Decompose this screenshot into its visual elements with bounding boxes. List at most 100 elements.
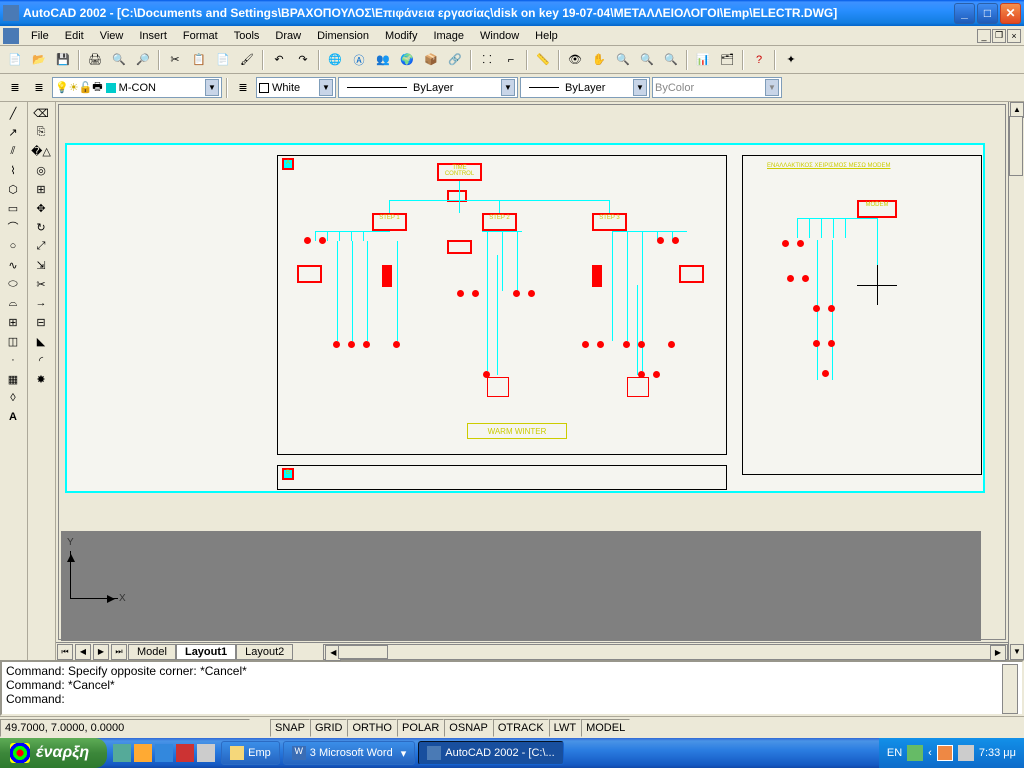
lineweight-combo[interactable]: ByLayer ▼ (520, 77, 650, 98)
menu-edit[interactable]: Edit (57, 28, 92, 44)
tray-icon-1[interactable] (907, 745, 923, 761)
status-grid[interactable]: GRID (310, 719, 348, 737)
text-button[interactable]: A (2, 408, 24, 426)
fillet-button[interactable]: ◜ (30, 351, 52, 369)
task-autocad[interactable]: AutoCAD 2002 - [C:\... (418, 741, 563, 765)
start-button[interactable]: έναρξη (0, 738, 107, 768)
open-button[interactable]: 📂 (28, 49, 50, 71)
break-button[interactable]: ⊟ (30, 313, 52, 331)
offset-button[interactable]: ◎ (30, 161, 52, 179)
props-button[interactable]: 📊 (692, 49, 714, 71)
ql-ie-icon[interactable] (155, 744, 173, 762)
status-osnap[interactable]: OSNAP (444, 719, 493, 737)
new-button[interactable]: 📄 (4, 49, 26, 71)
layer-combo[interactable]: 💡☀🔓🖶 M-CON ▼ (52, 77, 222, 98)
status-snap[interactable]: SNAP (270, 719, 310, 737)
line-button[interactable]: ╱ (2, 104, 24, 122)
match-button[interactable]: 🖌 (236, 49, 258, 71)
ql-icon-4[interactable] (176, 744, 194, 762)
arc-button[interactable]: ⌒ (2, 218, 24, 236)
menu-help[interactable]: Help (527, 28, 566, 44)
tab-prev-button[interactable]: ◀ (75, 644, 91, 660)
save-button[interactable]: 💾 (52, 49, 74, 71)
ql-icon-1[interactable] (113, 744, 131, 762)
zoom-win-button[interactable]: 🔍 (636, 49, 658, 71)
undo-button[interactable]: ↶ (268, 49, 290, 71)
ql-icon-5[interactable] (197, 744, 215, 762)
tab-next-button[interactable]: ▶ (93, 644, 109, 660)
rotate-button[interactable]: ↻ (30, 218, 52, 236)
point-button[interactable]: · (2, 351, 24, 369)
polygon-button[interactable]: ⬡ (2, 180, 24, 198)
make-current-button[interactable]: ≣ (232, 77, 254, 99)
command-line[interactable]: Command: Specify opposite corner: *Cance… (0, 660, 1024, 716)
tab-layout1[interactable]: Layout1 (176, 644, 236, 660)
mline-button[interactable]: ⫽ (2, 142, 24, 160)
mirror-button[interactable]: �△ (30, 142, 52, 160)
tab-last-button[interactable]: ⏭ (111, 644, 127, 660)
task-emp[interactable]: Emp (221, 741, 280, 765)
explode-button[interactable]: ✸ (30, 370, 52, 388)
publish-button[interactable]: 🌍 (396, 49, 418, 71)
tab-first-button[interactable]: ⏮ (57, 644, 73, 660)
copy-button[interactable]: 📋 (188, 49, 210, 71)
status-otrack[interactable]: OTRACK (493, 719, 549, 737)
scale-button[interactable]: ⤢ (30, 237, 52, 255)
doc-close-button[interactable]: × (1007, 29, 1021, 43)
etransmit-button[interactable]: 📦 (420, 49, 442, 71)
tray-icon-2[interactable] (937, 745, 953, 761)
layer-prev-button[interactable]: ≣ (28, 77, 50, 99)
region-button[interactable]: ◊ (2, 389, 24, 407)
hyperlink-button[interactable]: 🔗 (444, 49, 466, 71)
status-model[interactable]: MODEL (581, 719, 630, 737)
copy2-button[interactable]: ⎘ (30, 123, 52, 141)
minimize-button[interactable]: _ (954, 3, 975, 24)
menu-insert[interactable]: Insert (131, 28, 175, 44)
print-button[interactable]: 🖨 (84, 49, 106, 71)
erase-button[interactable]: ⌫ (30, 104, 52, 122)
tab-layout2[interactable]: Layout2 (236, 644, 293, 660)
ellipse-button[interactable]: ⬭ (2, 275, 24, 293)
menu-tools[interactable]: Tools (226, 28, 268, 44)
menu-format[interactable]: Format (175, 28, 226, 44)
vertical-scrollbar[interactable]: ▲ ▼ (1008, 102, 1024, 660)
ellipse-arc-button[interactable]: ⌓ (2, 294, 24, 312)
chamfer-button[interactable]: ◣ (30, 332, 52, 350)
pline-button[interactable]: ⌇ (2, 161, 24, 179)
drawing-canvas[interactable]: A B TIME CONTROL STEP 1 STEP 2 STEP 3 (58, 104, 1006, 640)
task-word[interactable]: W 3 Microsoft Word ▾ (283, 741, 415, 765)
status-ortho[interactable]: ORTHO (347, 719, 397, 737)
tab-model[interactable]: Model (128, 644, 176, 660)
menu-modify[interactable]: Modify (377, 28, 425, 44)
menu-image[interactable]: Image (425, 28, 472, 44)
extend-button[interactable]: → (30, 294, 52, 312)
tracking-button[interactable]: ⸬ (476, 49, 498, 71)
rect-button[interactable]: ▭ (2, 199, 24, 217)
insert-button[interactable]: ⊞ (2, 313, 24, 331)
color-combo[interactable]: White ▼ (256, 77, 336, 98)
status-polar[interactable]: POLAR (397, 719, 444, 737)
menu-window[interactable]: Window (472, 28, 527, 44)
doc-restore-button[interactable]: ❐ (992, 29, 1006, 43)
trim-button[interactable]: ✂ (30, 275, 52, 293)
maximize-button[interactable]: □ (977, 3, 998, 24)
dist-button[interactable]: 📏 (532, 49, 554, 71)
redo-button[interactable]: ↷ (292, 49, 314, 71)
ucs-button[interactable]: ⌐ (500, 49, 522, 71)
redraw-button[interactable]: 👁 (564, 49, 586, 71)
linetype-combo[interactable]: ByLayer ▼ (338, 77, 518, 98)
tray-clock[interactable]: 7:33 μμ (979, 747, 1016, 759)
menu-draw[interactable]: Draw (267, 28, 309, 44)
active-assist-button[interactable]: ✦ (780, 49, 802, 71)
layer-manager-button[interactable]: ≣ (4, 77, 26, 99)
close-button[interactable]: ✕ (1000, 3, 1021, 24)
zoom-prev-button[interactable]: 🔍 (660, 49, 682, 71)
block-button[interactable]: ◫ (2, 332, 24, 350)
preview-button[interactable]: 🔍 (108, 49, 130, 71)
xline-button[interactable]: ↗ (2, 123, 24, 141)
circle-button[interactable]: ○ (2, 237, 24, 255)
spline-button[interactable]: ∿ (2, 256, 24, 274)
pan-button[interactable]: ✋ (588, 49, 610, 71)
array-button[interactable]: ⊞ (30, 180, 52, 198)
horizontal-scrollbar[interactable]: ◀ ▶ (323, 644, 1008, 660)
